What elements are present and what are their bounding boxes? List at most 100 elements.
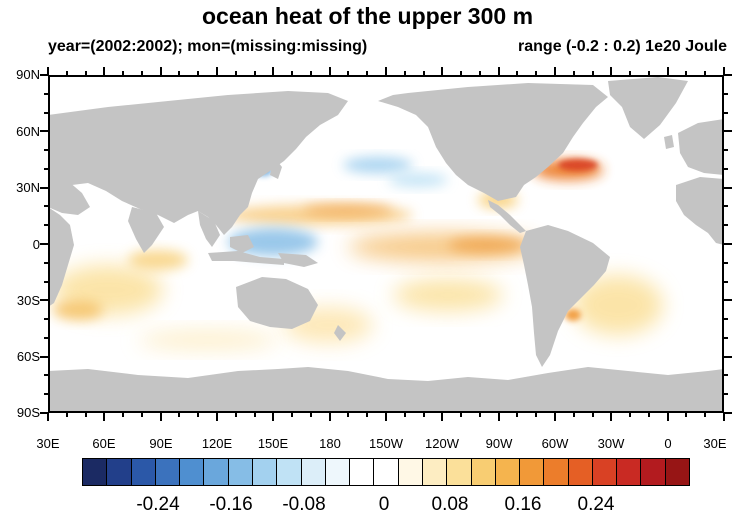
colorbar-box [495,459,521,485]
axis-tick [704,71,706,75]
colorbar-box [544,459,569,485]
colorbar-label: 0.16 [504,494,542,515]
x-tick-label: 60W [541,436,569,451]
axis-tick [141,71,143,75]
landmass-eurasia [48,91,348,235]
colorbar-box [83,459,108,485]
colorbar-label: 0.08 [431,494,469,515]
world-map [48,75,724,413]
axis-tick [47,413,49,421]
axis-tick [667,413,669,421]
x-tick-label: 150E [257,436,289,451]
y-tick-label: 60S [16,349,40,364]
axis-tick [141,413,143,417]
x-tick-label: 60E [92,436,116,451]
axis-tick [254,413,256,417]
colorbar-label: 0 [378,494,390,515]
axis-tick [554,413,556,421]
colorbar-box [447,459,472,485]
axis-tick [724,112,728,114]
landmass-central-america [488,200,526,233]
axis-tick [423,413,425,417]
axis-tick [724,299,732,301]
landmass-north-america [378,83,608,201]
axis-tick [44,168,48,170]
axis-tick [724,393,728,395]
x-tick-label: 0 [664,436,672,451]
axis-tick [197,413,199,417]
axis-tick [479,413,481,417]
axis-tick [310,71,312,75]
y-tick-label: 0 [32,237,40,252]
axis-tick [40,74,48,76]
landmass-africa [48,207,74,307]
axis-tick [554,67,556,75]
axis-tick [178,413,180,417]
axis-tick [724,281,728,283]
axis-tick [40,412,48,414]
axis-tick [40,130,48,132]
landmass-borneo [230,235,254,253]
axis-tick [291,413,293,417]
x-tick-label: 180 [319,436,341,451]
axis-tick [366,71,368,75]
axis-tick [685,71,687,75]
axis-tick [347,413,349,417]
map-title: ocean heat of the upper 300 m [201,3,534,29]
axis-tick [535,71,537,75]
x-tick-label: 90W [485,436,513,451]
y-tick-label: 30S [16,293,40,308]
axis-tick [44,93,48,95]
colorbar-box [374,459,399,485]
axis-tick [160,413,162,421]
landmass-indochina [198,211,220,247]
axis-tick [66,71,68,75]
axis-tick [44,374,48,376]
axis-tick [592,413,594,417]
colorbar-box [471,459,496,485]
colorbar [82,458,690,486]
y-tick-label: 90S [16,405,40,420]
land-masses [48,77,724,413]
axis-tick [47,67,49,75]
axis-tick [385,413,387,421]
colorbar-box [350,459,375,485]
anomaly-field [53,157,663,350]
axis-tick [85,71,87,75]
axis-tick [122,413,124,417]
colorbar-box [252,459,278,485]
axis-tick [724,337,728,339]
colorbar-box [665,459,690,485]
axis-tick [423,71,425,75]
axis-tick [704,413,706,417]
axis-tick [724,187,732,189]
colorbar-box [228,459,253,485]
landmass-australia [236,277,318,329]
axis-tick [366,413,368,417]
axis-tick [441,413,443,421]
axis-tick [404,413,406,417]
axis-tick [40,356,48,358]
axis-tick [724,205,728,207]
axis-tick [122,71,124,75]
landmass-new-zealand [334,325,346,341]
axis-tick [197,71,199,75]
axis-tick [460,71,462,75]
axis-tick [573,413,575,417]
axis-tick [103,67,105,75]
axis-tick [610,413,612,421]
axis-tick [724,412,732,414]
axis-tick [272,67,274,75]
axis-tick [44,281,48,283]
axis-tick [44,337,48,339]
axis-tick [44,205,48,207]
axis-tick [724,74,732,76]
x-tick-label: 30W [597,436,625,451]
axis-tick [724,356,732,358]
axis-tick [235,413,237,417]
landmass-indonesia [208,251,284,265]
axis-tick [254,71,256,75]
axis-tick [516,71,518,75]
axis-tick [724,130,732,132]
colorbar-box [617,459,642,485]
